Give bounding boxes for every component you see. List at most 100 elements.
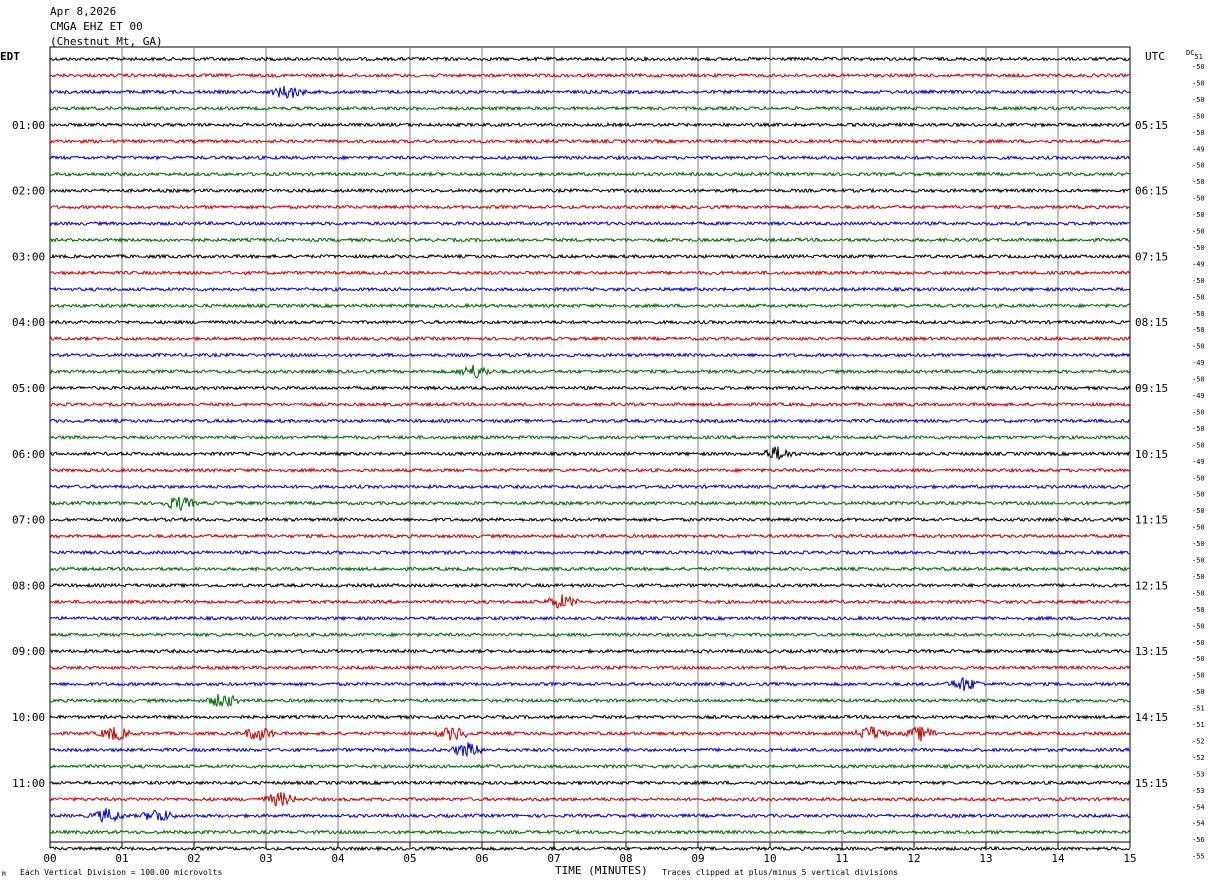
dc-offset-label: -50 (1192, 63, 1205, 71)
seismic-trace (49, 302, 1131, 309)
seismic-trace (50, 253, 1131, 260)
seismic-trace (49, 72, 1131, 79)
dc-offset-label: -50 (1192, 639, 1205, 647)
seismic-trace (49, 742, 1131, 758)
dc-offset-label: -50 (1192, 474, 1205, 482)
x-tick-label: 04 (331, 852, 345, 865)
scale-note: Each Vertical Division = 100.00 microvol… (20, 868, 223, 877)
seismic-trace (49, 467, 1131, 474)
plot-frame (49, 46, 1131, 843)
header-station: CMGA EHZ ET 00 (50, 20, 143, 33)
x-tick-label: 10 (763, 852, 776, 865)
dc-offset-label: -50 (1192, 244, 1205, 252)
x-tick-label: 00 (43, 852, 56, 865)
utc-hour-label: 06:15 (1135, 185, 1168, 198)
dc-offset-label: -50 (1192, 655, 1205, 663)
dc-offset-label: -50 (1192, 79, 1205, 87)
x-tick-label: 03 (259, 852, 272, 865)
x-tick-label: 08 (619, 852, 632, 865)
utc-hour-label: 12:15 (1135, 579, 1168, 592)
seismic-trace (49, 829, 1131, 836)
dc-offset-label: -51 (1192, 721, 1205, 729)
dc-offset-label: -54 (1192, 820, 1205, 828)
seismic-trace (49, 664, 1131, 671)
utc-hour-label: 05:15 (1135, 119, 1168, 132)
edt-hour-label: 11:00 (12, 777, 45, 790)
seismic-trace (49, 845, 1131, 852)
seismic-trace (49, 364, 1131, 379)
dc-column-label: DC51 (1186, 49, 1203, 61)
seismic-trace (49, 351, 1131, 359)
seismic-trace (49, 713, 1131, 721)
dc-offset-label: -50 (1192, 573, 1205, 581)
utc-hour-label: 09:15 (1135, 382, 1168, 395)
seismic-trace (49, 187, 1130, 194)
dc-offset-label: -55 (1192, 853, 1205, 861)
left-timezone-label: EDT (0, 50, 20, 63)
seismic-trace (49, 446, 1131, 461)
seismic-trace (49, 417, 1131, 425)
seismic-trace (49, 533, 1131, 539)
dc-offset-label: -50 (1192, 672, 1205, 680)
dc-offset-label: -50 (1192, 425, 1205, 433)
dc-offset-label: -50 (1192, 491, 1205, 499)
seismic-trace (49, 615, 1131, 622)
dc-offset-label: -51 (1192, 705, 1205, 713)
x-tick-label: 15 (1123, 852, 1136, 865)
dc-offset-label: -50 (1192, 540, 1205, 548)
dc-offset-label: -52 (1192, 737, 1205, 745)
dc-offset-label: -50 (1192, 557, 1205, 565)
seismic-trace (49, 631, 1131, 638)
dc-offset-label: -50 (1192, 376, 1205, 384)
seismic-trace (49, 516, 1131, 523)
edt-hour-label: 02:00 (12, 185, 45, 198)
edt-hour-label: 06:00 (12, 448, 45, 461)
dc-offset-label: -49 (1192, 359, 1205, 367)
x-tick-label: 02 (187, 852, 200, 865)
seismic-trace (49, 138, 1131, 145)
dc-offset-label: -50 (1192, 195, 1205, 203)
x-tick-label: 05 (403, 852, 416, 865)
x-axis-label: TIME (MINUTES) (555, 864, 648, 877)
seismic-trace (49, 269, 1131, 276)
edt-hour-label: 03:00 (12, 250, 45, 263)
edt-hour-label: 05:00 (12, 382, 45, 395)
seismic-trace (49, 335, 1131, 342)
dc-offset-label: -53 (1192, 770, 1205, 778)
seismic-trace (49, 203, 1131, 211)
utc-hour-label: 10:15 (1135, 448, 1168, 461)
dc-offset-label: -50 (1192, 589, 1205, 597)
dc-offset-label: -50 (1192, 688, 1205, 696)
utc-hour-label: 08:15 (1135, 316, 1168, 329)
x-tick-label: 09 (691, 852, 704, 865)
seismic-trace (49, 496, 1131, 512)
dc-offset-label: -50 (1192, 277, 1205, 285)
seismic-trace (49, 726, 1131, 742)
seismic-trace (49, 763, 1131, 770)
seismic-trace (49, 565, 1131, 573)
x-tick-label: 12 (907, 852, 920, 865)
x-tick-label: 13 (979, 852, 992, 865)
edt-hour-label: 04:00 (12, 316, 45, 329)
dc-offset-label: -50 (1192, 310, 1205, 318)
edt-hour-label: 10:00 (12, 711, 45, 724)
seismic-trace (49, 55, 1131, 63)
dc-offset-label: -50 (1192, 507, 1205, 515)
dc-offset-label: -52 (1192, 754, 1205, 762)
dc-offset-label: -50 (1192, 408, 1205, 416)
seismic-trace (49, 154, 1131, 161)
dc-offset-label: -54 (1192, 803, 1205, 811)
dc-offset-label: -49 (1192, 392, 1205, 400)
dc-offset-label: -49 (1192, 458, 1205, 466)
utc-hour-label: 14:15 (1135, 711, 1168, 724)
utc-hour-label: 11:15 (1135, 514, 1168, 527)
corner-mark: M (2, 871, 6, 878)
seismic-trace (49, 779, 1131, 786)
edt-hour-label: 09:00 (12, 645, 45, 658)
dc-offset-label: -50 (1192, 293, 1205, 301)
dc-offset-label: -50 (1192, 112, 1205, 120)
dc-offset-label: -50 (1192, 178, 1205, 186)
seismic-trace (49, 676, 1131, 692)
seismic-trace (49, 121, 1131, 128)
x-tick-label: 01 (115, 852, 128, 865)
